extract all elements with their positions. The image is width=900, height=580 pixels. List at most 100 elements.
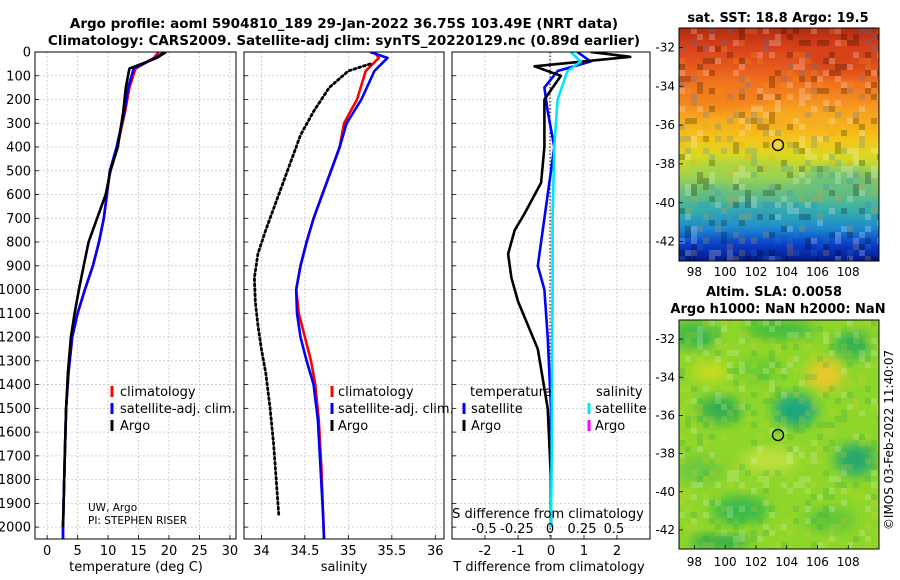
map-pixel (727, 386, 733, 392)
map-pixel (787, 338, 793, 344)
map-pixel (805, 518, 811, 524)
map-pixel (733, 320, 739, 326)
map-pixel (751, 172, 757, 178)
sla-argo-position-marker (771, 428, 785, 442)
map-pixel (817, 94, 823, 100)
map-pixel (745, 470, 751, 476)
map-pixel (859, 124, 865, 130)
map-pixel (799, 136, 805, 142)
map-pixel (721, 392, 727, 398)
map-pixel (715, 344, 721, 350)
map-pixel (865, 40, 871, 46)
map-pixel (787, 202, 793, 208)
s-diff-tick-label: 0.5 (604, 522, 625, 537)
map-pixel (877, 356, 879, 362)
map-pixel (709, 88, 715, 94)
map-pixel (823, 124, 829, 130)
map-pixel (703, 46, 709, 52)
map-pixel (763, 500, 769, 506)
map-pixel (847, 178, 853, 184)
map-pixel (835, 160, 841, 166)
map-pixel (841, 452, 847, 458)
credit-line2: PI: STEPHEN RISER (88, 515, 187, 527)
map-pixel (727, 482, 733, 488)
map-pixel (871, 118, 877, 124)
map-pixel (703, 440, 709, 446)
map-pixel (805, 362, 811, 368)
map-pixel (877, 142, 879, 148)
map-pixel (799, 64, 805, 70)
depth-tick-label: 700 (6, 212, 31, 227)
map-pixel (799, 124, 805, 130)
map-pixel (835, 64, 841, 70)
map-pixel (829, 160, 835, 166)
map-pixel (823, 100, 829, 106)
map-pixel (709, 434, 715, 440)
map-pixel (793, 506, 799, 512)
map-pixel (763, 464, 769, 470)
map-pixel (769, 40, 775, 46)
map-pixel (871, 350, 877, 356)
map-pixel (835, 470, 841, 476)
map-pixel (739, 166, 745, 172)
map-pixel (859, 356, 865, 362)
map-pixel (697, 482, 703, 488)
map-pixel (697, 440, 703, 446)
map-pixel (709, 518, 715, 524)
map-pixel (775, 542, 781, 548)
map-pixel (685, 250, 691, 256)
map-pixel (859, 58, 865, 64)
map-pixel (781, 226, 787, 232)
map-pixel (709, 58, 715, 64)
map-pixel (877, 100, 879, 106)
series-line-argo (61, 52, 167, 528)
map-pixel (877, 404, 879, 410)
map-pixel (835, 106, 841, 112)
map-pixel (793, 148, 799, 154)
map-pixel (823, 94, 829, 100)
map-pixel (871, 226, 877, 232)
sst-map-tick-labels: 98 100 102 104 106 108 -32 -34 -36 -38 -40 -42 (655, 40, 859, 279)
map-pixel (745, 58, 751, 64)
map-pixel (763, 476, 769, 482)
map-pixel (865, 356, 871, 362)
map-pixel (721, 434, 727, 440)
map-pixel (751, 440, 757, 446)
map-pixel (853, 238, 859, 244)
map-pixel (757, 434, 763, 440)
map-pixel (757, 250, 763, 256)
map-pixel (709, 256, 715, 261)
map-pixel (787, 362, 793, 368)
map-pixel (781, 482, 787, 488)
map-pixel (733, 178, 739, 184)
map-pixel (751, 488, 757, 494)
map-pixel (841, 518, 847, 524)
map-pixel (751, 112, 757, 118)
map-pixel (805, 476, 811, 482)
map-pixel (697, 106, 703, 112)
map-pixel (853, 338, 859, 344)
map-pixel (691, 226, 697, 232)
map-pixel (823, 392, 829, 398)
sla-map-frame (678, 319, 880, 550)
map-pixel (733, 470, 739, 476)
map-pixel (787, 452, 793, 458)
map-pixel (733, 410, 739, 416)
sst-map-image (679, 28, 879, 261)
map-pixel (685, 488, 691, 494)
map-pixel (775, 320, 781, 326)
depth-tick-label: 400 (6, 141, 31, 156)
map-pixel (739, 214, 745, 220)
map-pixel (739, 28, 745, 34)
map-pixel (865, 398, 871, 404)
map-pixel (811, 76, 817, 82)
map-pixel (835, 178, 841, 184)
map-pixel (775, 434, 781, 440)
map-pixel (811, 118, 817, 124)
map-pixel (865, 542, 871, 548)
map-pixel (691, 184, 697, 190)
map-pixel (715, 190, 721, 196)
map-pixel (733, 112, 739, 118)
map-pixel (739, 76, 745, 82)
map-pixel (811, 482, 817, 488)
